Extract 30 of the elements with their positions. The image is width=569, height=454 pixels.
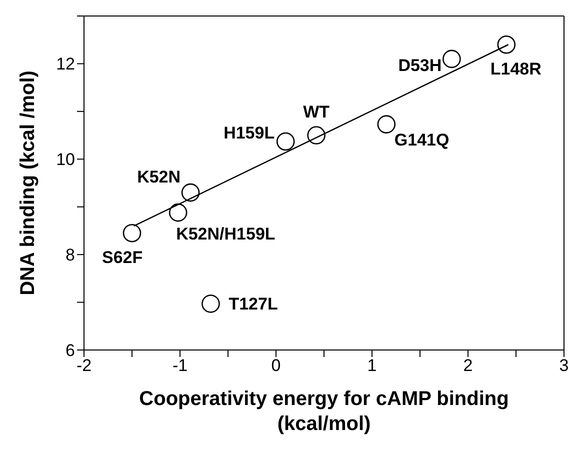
- x-axis-title: Cooperativity energy for cAMP binding (kcal/mol): [139, 388, 509, 435]
- annotation: K52N: [137, 168, 181, 187]
- x-tick-label: 2: [463, 356, 473, 376]
- point: [307, 126, 326, 144]
- point: [377, 115, 396, 134]
- y-axis-title: DNA binding (kcal /mol): [17, 70, 40, 296]
- x-tick-label: 1: [367, 356, 377, 376]
- y-tick-label: 12: [56, 54, 75, 74]
- point: [497, 35, 516, 54]
- y-tick-label: 8: [66, 246, 75, 265]
- point: [181, 183, 200, 202]
- y-tick-label: 10: [56, 150, 75, 170]
- point: [122, 224, 142, 242]
- x-tick-label: -2: [76, 356, 92, 376]
- x-tick-label: 3: [559, 356, 569, 376]
- annotation: D53H: [398, 56, 442, 75]
- y-tick-label: 6: [66, 341, 75, 360]
- annotation: S62F: [102, 248, 143, 268]
- annotation: K52N/H159L: [176, 224, 276, 244]
- annotation: WT: [303, 102, 330, 122]
- annotation: H159L: [224, 123, 275, 142]
- point: [442, 50, 461, 68]
- x-tick-label: -1: [172, 356, 188, 376]
- point: [276, 132, 295, 151]
- point: [202, 294, 220, 313]
- annotation: G141Q: [394, 130, 450, 150]
- x-tick-label: 0: [271, 356, 281, 376]
- annotation: L148R: [490, 60, 542, 79]
- annotation: T127L: [228, 294, 278, 314]
- point: [168, 203, 188, 222]
